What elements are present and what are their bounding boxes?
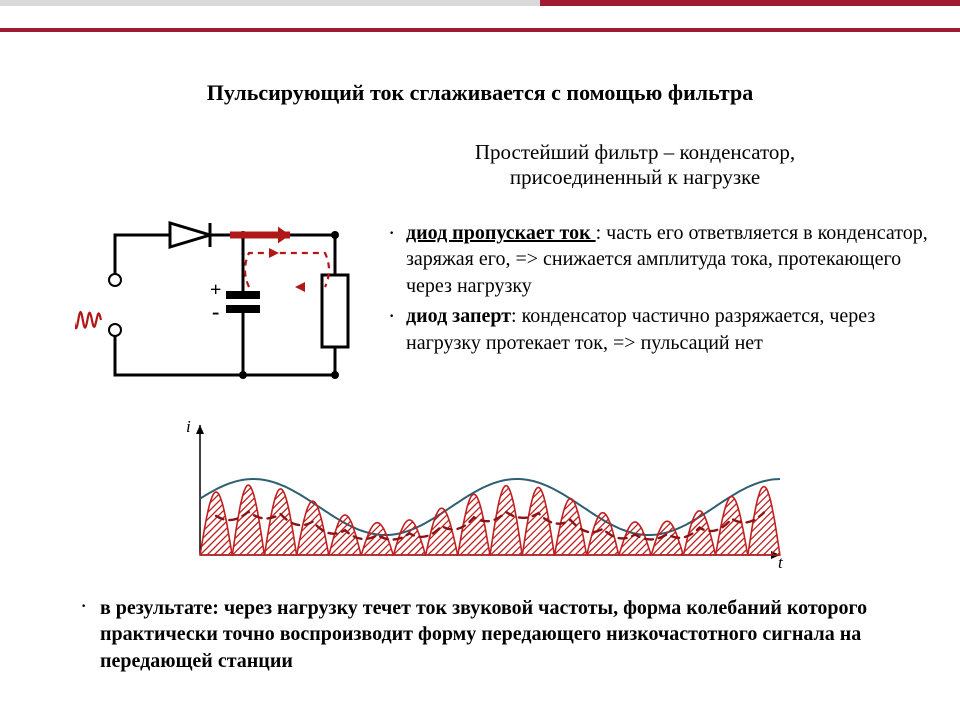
circuit-diagram: + - [75,215,365,405]
svg-text:i: i [186,420,191,436]
capacitor-minus-label: - [212,299,219,325]
page-title: Пульсирующий ток сглаживается с помощью … [140,80,820,106]
graph-svg: it [180,420,800,570]
svg-text:t: t [778,553,784,570]
bullet-2-lead: диод заперт [406,305,511,327]
bullet-list: диод пропускает ток : часть его ответвля… [380,220,930,360]
header-accent-gray [0,0,540,6]
bullet-diode-blocked: диод заперт: конденсатор частично разряж… [380,303,930,356]
subtitle-line1: Простейший фильтр – конденсатор, [475,140,795,164]
subtitle: Простейший фильтр – конденсатор, присоед… [400,140,870,190]
result-paragraph: в результате: через нагрузку течет ток з… [100,595,880,674]
bottom-bullet-marker: · [80,593,87,619]
header-accent-red [540,0,960,6]
subtitle-line2: присоединенный к нагрузке [510,165,760,189]
bullet-1-lead: диод пропускает ток [406,222,596,244]
circuit-svg [75,215,365,405]
bullet-diode-conducts: диод пропускает ток : часть его ответвля… [380,220,930,299]
header-rule [0,28,960,32]
waveform-graph: it [180,420,800,570]
